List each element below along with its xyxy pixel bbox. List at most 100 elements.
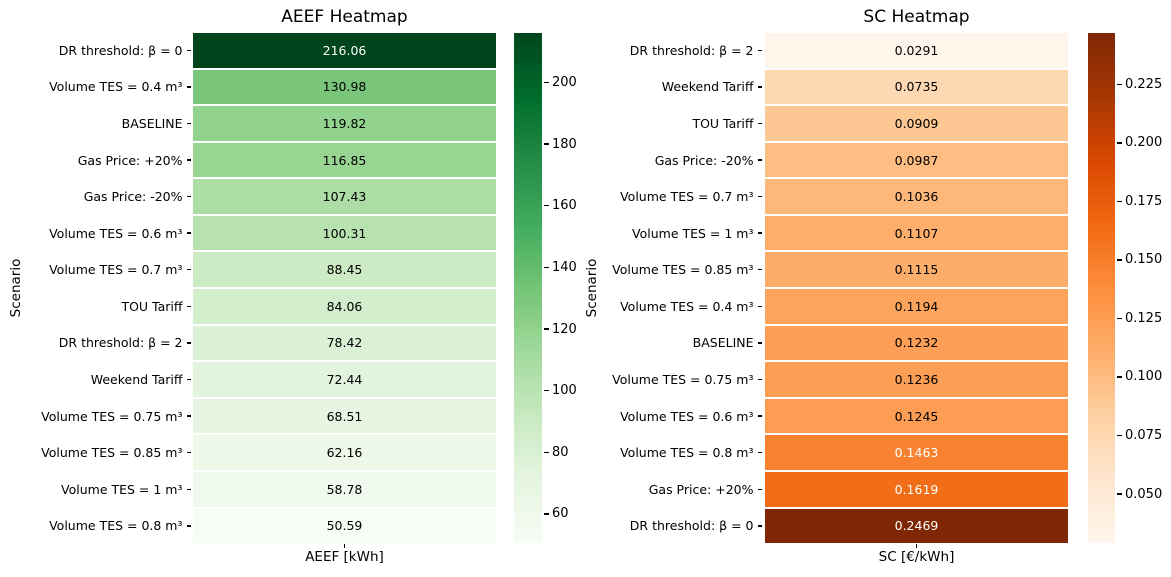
heatmap-cell: 72.44 <box>193 362 496 397</box>
cell-value: 0.0735 <box>894 79 939 95</box>
heatmap-cell: 216.06 <box>193 33 496 68</box>
y-tick-label: Volume TES = 0.8 m³ <box>620 445 754 461</box>
y-tick-mark <box>757 86 762 88</box>
y-tick-label-row: TOU Tariff <box>596 106 762 141</box>
y-tick-label: DR threshold: β = 2 <box>629 42 754 58</box>
y-tick-label: Volume TES = 0.75 m³ <box>612 371 754 387</box>
heatmap-cell: 0.1107 <box>765 215 1068 251</box>
cell-value: 50.59 <box>326 518 363 534</box>
colorbar-tick-label: 0.225 <box>1125 76 1163 92</box>
y-tick-label-row: DR threshold: β = 2 <box>596 33 762 68</box>
y-tick-label-row: Volume TES = 0.7 m³ <box>596 179 762 214</box>
heatmap-cell: 78.42 <box>193 325 496 361</box>
cell-value: 84.06 <box>326 298 363 314</box>
colorbar-tick-label: 100 <box>552 383 577 399</box>
colorbar-tick-mark <box>1117 376 1122 378</box>
colorbar-tick-mark <box>1117 434 1122 437</box>
y-tick-label: Weekend Tariff <box>661 79 754 95</box>
y-tick-label: Volume TES = 1 m³ <box>632 225 754 241</box>
y-tick-mark <box>757 488 762 490</box>
y-tick-mark <box>186 195 191 198</box>
y-tick-label: Volume TES = 0.7 m³ <box>620 189 754 205</box>
heatmap-cell: 68.51 <box>193 398 496 434</box>
colorbar-tick-mark <box>544 143 549 145</box>
colorbar-tick-label: 0.125 <box>1125 310 1163 326</box>
y-tick-label: Volume TES = 0.6 m³ <box>620 408 754 424</box>
cell-value: 0.1194 <box>894 298 939 314</box>
cell-value: 216.06 <box>322 42 367 58</box>
cell-value: 107.43 <box>322 189 367 205</box>
y-tick-mark <box>186 342 191 344</box>
y-tick-mark <box>186 378 191 381</box>
cell-value: 0.1619 <box>894 481 939 497</box>
heatmap-cell: 107.43 <box>193 179 496 214</box>
colorbar-tick-label: 200 <box>552 74 577 90</box>
y-tick-label-row: DR threshold: β = 2 <box>0 326 191 361</box>
cell-value: 0.1463 <box>894 445 939 461</box>
colorbar-tick-mark <box>544 390 549 392</box>
y-tick-label: Weekend Tariff <box>90 371 183 387</box>
heatmap-cell: 100.31 <box>193 215 496 251</box>
y-tick-label-row: DR threshold: β = 0 <box>0 33 191 68</box>
x-tick-mark <box>343 543 346 548</box>
cell-value: 0.0909 <box>894 115 939 131</box>
y-tick-label-row: Gas Price: -20% <box>596 143 762 178</box>
colorbar-tick-mark <box>1117 259 1122 261</box>
cell-value: 0.1036 <box>894 189 939 205</box>
y-tick-label: Volume TES = 0.6 m³ <box>49 225 183 241</box>
heatmap-cell: 116.85 <box>193 142 496 178</box>
colorbar-tick-label: 0.075 <box>1125 428 1163 444</box>
chart-title: SC Heatmap <box>863 7 970 27</box>
colorbar-tick-mark <box>1117 317 1122 320</box>
cell-value: 0.1115 <box>894 262 939 278</box>
y-tick-mark <box>757 525 762 527</box>
y-tick-label: BASELINE <box>692 335 754 351</box>
heatmap-cell: 0.1619 <box>765 471 1068 507</box>
heatmap-cell: 0.0291 <box>765 33 1068 68</box>
cell-value: 130.98 <box>322 79 367 95</box>
y-tick-mark <box>186 159 191 161</box>
y-tick-mark <box>186 451 191 454</box>
y-tick-mark <box>186 305 191 308</box>
y-tick-label-row: Weekend Tariff <box>0 362 191 397</box>
colorbar-tick-mark <box>544 513 549 515</box>
colorbar <box>1088 33 1115 543</box>
y-tick-mark <box>757 195 762 198</box>
y-tick-label-row: Gas Price: +20% <box>596 472 762 507</box>
colorbar-tick-label: 0.150 <box>1125 252 1163 268</box>
heatmap-cell: 50.59 <box>193 508 496 544</box>
y-tick-label-row: BASELINE <box>0 106 191 141</box>
y-tick-mark <box>757 159 762 161</box>
cell-value: 0.1236 <box>894 371 939 387</box>
y-tick-label: DR threshold: β = 0 <box>629 518 754 534</box>
colorbar-tick-label: 0.100 <box>1125 369 1163 385</box>
y-tick-mark <box>186 49 191 51</box>
cell-value: 0.0987 <box>894 152 939 168</box>
y-tick-mark <box>757 269 762 271</box>
heatmap-cell: 0.1194 <box>765 289 1068 324</box>
cell-value: 68.51 <box>326 408 363 424</box>
y-tick-mark <box>757 305 762 308</box>
colorbar-tick-mark <box>544 81 549 84</box>
heatmap-cell: 0.1463 <box>765 435 1068 470</box>
y-tick-label-row: Gas Price: +20% <box>0 143 191 178</box>
y-tick-label: DR threshold: β = 0 <box>58 42 183 58</box>
y-tick-label-row: Volume TES = 0.75 m³ <box>596 362 762 397</box>
colorbar-tick-label: 0.175 <box>1125 193 1163 209</box>
y-tick-label-row: Volume TES = 0.7 m³ <box>0 252 191 287</box>
cell-value: 0.0291 <box>894 42 939 58</box>
cell-value: 119.82 <box>322 115 367 131</box>
y-tick-label: Volume TES = 0.4 m³ <box>49 79 183 95</box>
heatmap-cell: 0.0735 <box>765 69 1068 105</box>
cell-value: 72.44 <box>326 371 363 387</box>
heatmap-cell: 119.82 <box>193 106 496 141</box>
cell-value: 0.2469 <box>894 518 939 534</box>
y-tick-mark <box>186 122 191 125</box>
heatmap-cell: 0.1245 <box>765 398 1068 434</box>
y-tick-mark <box>186 525 191 527</box>
colorbar-tick-label: 140 <box>552 259 577 275</box>
y-tick-label: Volume TES = 1 m³ <box>61 481 183 497</box>
y-tick-label: DR threshold: β = 2 <box>58 335 183 351</box>
y-tick-label: BASELINE <box>121 115 183 131</box>
y-tick-label: TOU Tariff <box>121 298 183 314</box>
